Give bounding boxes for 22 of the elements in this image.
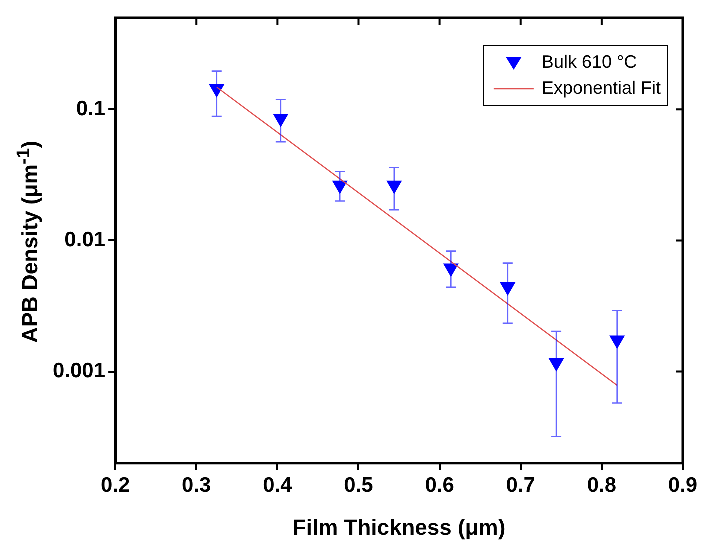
x-axis-title: Film Thickness (μm) bbox=[292, 514, 506, 540]
x-tick-label: 0.8 bbox=[587, 474, 617, 497]
point bbox=[500, 282, 516, 296]
x-tick-label: 0.4 bbox=[263, 474, 293, 497]
y-tick-label: 0.01 bbox=[64, 228, 106, 252]
point bbox=[332, 180, 348, 194]
point bbox=[610, 336, 625, 349]
legend-label: Exponential Fit bbox=[542, 78, 662, 98]
x-tick-label: 0.2 bbox=[100, 474, 130, 497]
x-tick-label: 0.5 bbox=[344, 474, 374, 497]
x-tick-label: 0.3 bbox=[182, 474, 212, 497]
point bbox=[273, 114, 288, 127]
x-tick-label: 0.6 bbox=[425, 474, 454, 497]
y-tick-label: 0.1 bbox=[76, 97, 106, 120]
point bbox=[444, 264, 459, 277]
x-tick-label: 0.7 bbox=[506, 474, 536, 497]
x-tick-label: 0.9 bbox=[668, 474, 698, 497]
y-tick-label: 0.001 bbox=[52, 360, 106, 383]
point bbox=[209, 84, 224, 98]
point bbox=[386, 180, 402, 194]
point bbox=[549, 358, 564, 372]
legend-label: Bulk 610 °C bbox=[542, 52, 638, 72]
